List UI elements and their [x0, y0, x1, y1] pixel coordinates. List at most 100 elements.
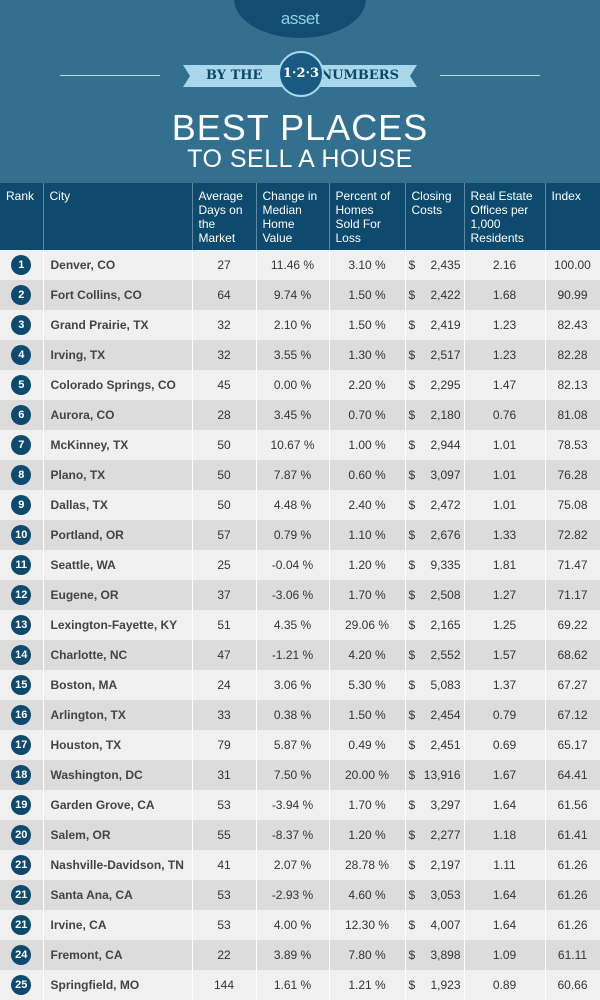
cell-city: Salem, OR: [43, 820, 193, 850]
closing-cost-value: 13,916: [423, 768, 461, 782]
table-row: 7 McKinney, TX 50 10.67 % 1.00 % $2,944 1.01 78…: [0, 430, 600, 460]
currency-symbol: $: [408, 498, 416, 512]
cell-percent-loss: 2.40 %: [329, 490, 406, 520]
cell-city: Fort Collins, CO: [43, 280, 193, 310]
cell-city: Colorado Springs, CO: [43, 370, 193, 400]
currency-symbol: $: [408, 708, 416, 722]
closing-cost-value: 2,419: [430, 318, 461, 332]
cell-closing-costs: $13,916: [405, 760, 465, 790]
cell-days-on-market: 53: [192, 910, 257, 940]
closing-cost-value: 2,180: [430, 408, 461, 422]
cell-rank: 18: [0, 760, 44, 790]
closing-cost-value: 5,083: [430, 678, 461, 692]
currency-symbol: $: [408, 798, 416, 812]
cell-closing-costs: $3,297: [405, 790, 465, 820]
cell-percent-loss: 1.50 %: [329, 280, 406, 310]
cell-index: 61.56: [545, 790, 600, 820]
closing-cost-value: 3,898: [430, 948, 461, 962]
ribbon-right-text: NUMBERS: [320, 68, 399, 83]
closing-cost-value: 2,944: [430, 438, 461, 452]
numbers-badge: 1·2·3: [278, 51, 324, 97]
divider: [440, 75, 540, 76]
currency-symbol: $: [408, 678, 416, 692]
cell-city: Santa Ana, CA: [43, 880, 193, 910]
cell-median-change: 5.87 %: [256, 730, 330, 760]
cell-closing-costs: $3,097: [405, 460, 465, 490]
cell-percent-loss: 1.21 %: [329, 970, 406, 1000]
cell-offices: 1.64: [464, 790, 546, 820]
rank-badge: 11: [11, 555, 32, 575]
cell-closing-costs: $2,419: [405, 310, 465, 340]
cell-closing-costs: $2,676: [405, 520, 465, 550]
cell-offices: 2.16: [464, 250, 546, 280]
cell-median-change: 7.50 %: [256, 760, 330, 790]
cell-offices: 1.57: [464, 640, 546, 670]
cell-offices: 1.81: [464, 550, 546, 580]
cell-percent-loss: 1.20 %: [329, 550, 406, 580]
cell-days-on-market: 47: [192, 640, 257, 670]
closing-cost-value: 1,923: [430, 978, 461, 992]
cell-median-change: 0.00 %: [256, 370, 330, 400]
cell-offices: 1.37: [464, 670, 546, 700]
cell-offices: 1.64: [464, 880, 546, 910]
column-header: Closing Costs: [405, 183, 465, 250]
cell-days-on-market: 25: [192, 550, 257, 580]
cell-closing-costs: $2,552: [405, 640, 465, 670]
cell-days-on-market: 50: [192, 490, 257, 520]
currency-symbol: $: [408, 408, 416, 422]
cell-days-on-market: 50: [192, 430, 257, 460]
table-row: 1 Denver, CO 27 11.46 % 3.10 % $2,435 2.16 100.…: [0, 250, 600, 280]
cell-index: 90.99: [545, 280, 600, 310]
table-row: 21 Nashville-Davidson, TN 41 2.07 % 28.78 % $…: [0, 850, 600, 880]
cell-rank: 8: [0, 460, 44, 490]
table-row: 5 Colorado Springs, CO 45 0.00 % 2.20 % $2,29…: [0, 370, 600, 400]
cell-index: 72.82: [545, 520, 600, 550]
cell-rank: 20: [0, 820, 44, 850]
cell-closing-costs: $2,508: [405, 580, 465, 610]
cell-rank: 16: [0, 700, 44, 730]
cell-days-on-market: 22: [192, 940, 257, 970]
rank-badge: 12: [11, 585, 32, 605]
table-row: 4 Irving, TX 32 3.55 % 1.30 % $2,517 1.23 82.28: [0, 340, 600, 370]
rank-badge: 10: [11, 525, 32, 545]
rank-badge: 21: [11, 885, 32, 905]
cell-city: Fremont, CA: [43, 940, 193, 970]
table-row: 13 Lexington-Fayette, KY 51 4.35 % 29.06 % $2…: [0, 610, 600, 640]
currency-symbol: $: [408, 348, 416, 362]
rank-badge: 20: [11, 825, 32, 845]
cell-median-change: -3.06 %: [256, 580, 330, 610]
cell-median-change: 0.79 %: [256, 520, 330, 550]
cell-city: Nashville-Davidson, TN: [43, 850, 193, 880]
cell-median-change: 7.87 %: [256, 460, 330, 490]
rank-badge: 19: [11, 795, 32, 815]
cell-closing-costs: $2,422: [405, 280, 465, 310]
closing-cost-value: 2,508: [430, 588, 461, 602]
cell-closing-costs: $4,007: [405, 910, 465, 940]
closing-cost-value: 2,165: [430, 618, 461, 632]
cell-index: 82.13: [545, 370, 600, 400]
currency-symbol: $: [408, 468, 416, 482]
cell-median-change: -2.93 %: [256, 880, 330, 910]
cell-percent-loss: 29.06 %: [329, 610, 406, 640]
cell-median-change: -8.37 %: [256, 820, 330, 850]
currency-symbol: $: [408, 528, 416, 542]
cell-closing-costs: $2,295: [405, 370, 465, 400]
cell-percent-loss: 1.50 %: [329, 310, 406, 340]
cell-city: Irvine, CA: [43, 910, 193, 940]
cell-days-on-market: 57: [192, 520, 257, 550]
rank-badge: 18: [11, 765, 32, 785]
ribbon-left-text: BY THE: [206, 68, 263, 83]
cell-city: Eugene, OR: [43, 580, 193, 610]
rank-badge: 13: [11, 615, 32, 635]
column-header: Average Days on the Market: [192, 183, 257, 250]
cell-percent-loss: 3.10 %: [329, 250, 406, 280]
cell-median-change: 4.35 %: [256, 610, 330, 640]
table-row: 6 Aurora, CO 28 3.45 % 0.70 % $2,180 0.76 81.08: [0, 400, 600, 430]
cell-percent-loss: 0.70 %: [329, 400, 406, 430]
rank-badge: 17: [11, 735, 32, 755]
cell-days-on-market: 32: [192, 310, 257, 340]
rank-badge: 16: [11, 705, 32, 725]
cell-offices: 1.25: [464, 610, 546, 640]
closing-cost-value: 9,335: [430, 558, 461, 572]
cell-rank: 9: [0, 490, 44, 520]
